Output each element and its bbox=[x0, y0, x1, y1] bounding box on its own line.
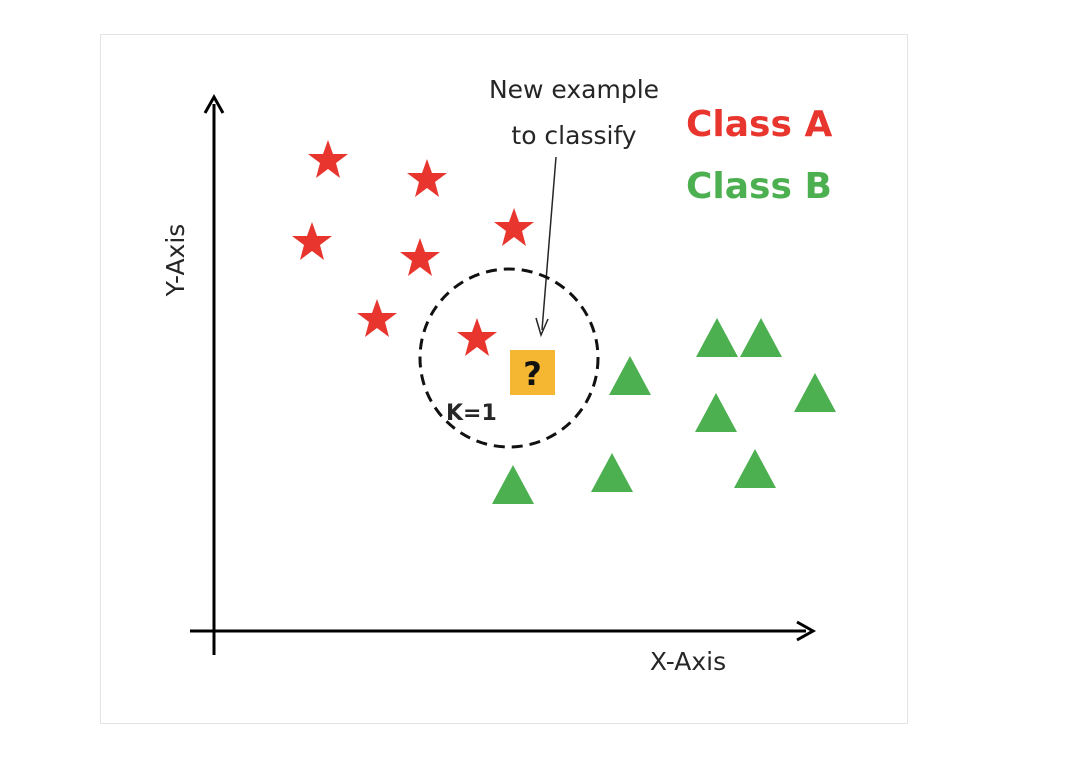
triangle-icon bbox=[794, 373, 836, 412]
k-label: K=1 bbox=[446, 401, 497, 426]
legend-class-a: Class A bbox=[686, 104, 832, 145]
figure-frame bbox=[100, 34, 908, 724]
y-axis-arrowhead-icon bbox=[203, 93, 225, 114]
annotation-arrowhead-icon bbox=[535, 317, 549, 338]
question-mark-icon: ? bbox=[523, 355, 542, 393]
x-axis-arrowhead-icon bbox=[796, 620, 817, 642]
k-neighborhood-circle bbox=[418, 267, 600, 449]
annotation-line-1: New example bbox=[489, 75, 659, 104]
star-icon bbox=[400, 238, 440, 276]
star-icon bbox=[407, 159, 447, 197]
class-a-points bbox=[292, 140, 534, 356]
query-box bbox=[510, 350, 555, 395]
legend-class-b: Class B bbox=[686, 166, 832, 207]
triangle-icon bbox=[734, 449, 776, 488]
annotation-line-2: to classify bbox=[511, 121, 636, 150]
class-b-points bbox=[492, 318, 836, 504]
query-point: ? bbox=[510, 350, 555, 395]
star-icon bbox=[457, 318, 497, 356]
triangle-icon bbox=[740, 318, 782, 357]
star-icon bbox=[292, 222, 332, 260]
triangle-icon bbox=[492, 465, 534, 504]
triangle-icon bbox=[695, 393, 737, 432]
x-axis-label: X-Axis bbox=[650, 647, 726, 676]
star-icon bbox=[494, 208, 534, 246]
axes bbox=[190, 93, 817, 655]
triangle-icon bbox=[591, 453, 633, 492]
triangle-icon bbox=[696, 318, 738, 357]
triangle-icon bbox=[609, 356, 651, 395]
annotation-arrow-line bbox=[541, 156, 557, 331]
star-icon bbox=[357, 299, 397, 337]
y-axis-label: Y-Axis bbox=[161, 224, 190, 298]
star-icon bbox=[308, 140, 348, 178]
